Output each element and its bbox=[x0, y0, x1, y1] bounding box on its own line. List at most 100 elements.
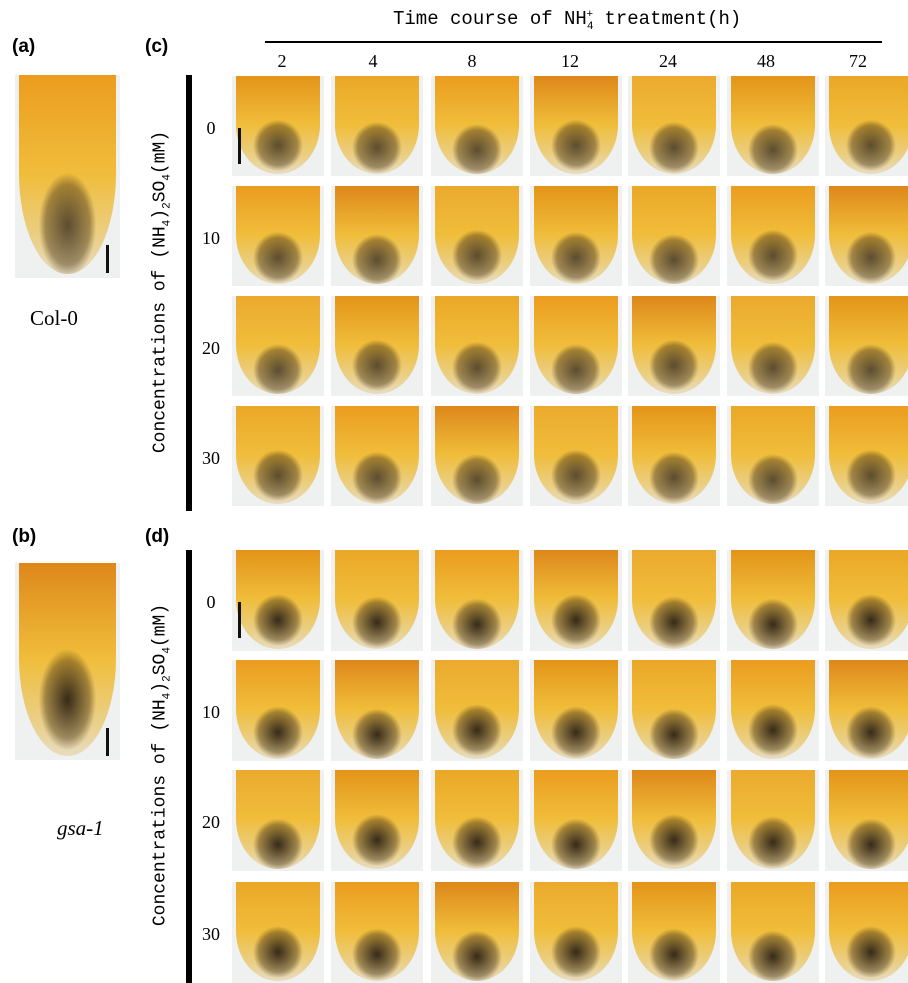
y-label: Concentrations of (NH4)2SO4(mM) bbox=[151, 131, 174, 453]
root-image bbox=[727, 186, 819, 286]
root-image bbox=[628, 882, 720, 983]
root-tip bbox=[236, 660, 321, 759]
root-image bbox=[431, 186, 523, 286]
root-tip bbox=[534, 550, 619, 649]
root-image bbox=[232, 882, 324, 983]
root-image bbox=[727, 882, 819, 983]
root-image bbox=[232, 406, 324, 506]
root-image bbox=[232, 770, 324, 871]
root-image bbox=[825, 550, 908, 651]
time-label: 8 bbox=[452, 51, 492, 72]
root-tip bbox=[731, 186, 816, 284]
root-image bbox=[431, 770, 523, 871]
root-tip bbox=[236, 76, 321, 174]
root-image bbox=[628, 660, 720, 761]
root-image bbox=[825, 770, 908, 871]
root-tip bbox=[829, 770, 908, 869]
root-image bbox=[331, 186, 423, 286]
time-label: 2 bbox=[262, 51, 302, 72]
root-image bbox=[431, 660, 523, 761]
root-image bbox=[232, 296, 324, 396]
root-tip bbox=[435, 186, 520, 284]
root-image bbox=[727, 406, 819, 506]
root-tip bbox=[236, 186, 321, 284]
text: 2 bbox=[161, 202, 173, 209]
root-tip bbox=[236, 406, 321, 504]
root-tip bbox=[236, 882, 321, 981]
text: SO bbox=[151, 654, 171, 676]
root-tip bbox=[435, 660, 520, 759]
time-label: 12 bbox=[550, 51, 590, 72]
root-tip bbox=[335, 660, 420, 759]
concentration-label: 10 bbox=[196, 228, 226, 249]
root-tip bbox=[731, 406, 816, 504]
root-image bbox=[431, 882, 523, 983]
bracket bbox=[186, 75, 192, 511]
root-tip bbox=[731, 76, 816, 174]
root-tip bbox=[435, 770, 520, 869]
root-image bbox=[530, 296, 622, 396]
root-tip bbox=[632, 550, 717, 649]
text: (mM) bbox=[151, 131, 171, 174]
root-image bbox=[232, 76, 324, 176]
root-tip bbox=[534, 882, 619, 981]
root-image bbox=[232, 186, 324, 286]
text: 4 bbox=[161, 647, 173, 654]
root-tip bbox=[829, 660, 908, 759]
root-image bbox=[530, 660, 622, 761]
root-tip bbox=[731, 660, 816, 759]
root-image bbox=[530, 770, 622, 871]
root-tip bbox=[632, 186, 717, 284]
scale-bar bbox=[238, 602, 241, 638]
bracket bbox=[186, 550, 192, 983]
text: Concentrations of (NH bbox=[151, 226, 171, 453]
root-tip bbox=[731, 882, 816, 981]
concentration-label: 20 bbox=[196, 338, 226, 359]
root-tip bbox=[236, 550, 321, 649]
root-image bbox=[530, 76, 622, 176]
root-image bbox=[825, 406, 908, 506]
root-image bbox=[825, 186, 908, 286]
root-tip bbox=[632, 406, 717, 504]
text: SO bbox=[151, 181, 171, 203]
root-tip bbox=[534, 76, 619, 174]
concentration-label: 0 bbox=[196, 592, 226, 613]
root-image bbox=[628, 406, 720, 506]
time-label: 48 bbox=[746, 51, 786, 72]
time-label: 24 bbox=[648, 51, 688, 72]
root-tip bbox=[435, 882, 520, 981]
root-tip bbox=[534, 660, 619, 759]
text: 4 bbox=[161, 174, 173, 181]
root-tip bbox=[435, 296, 520, 394]
text: 2 bbox=[161, 675, 173, 682]
root-image bbox=[628, 550, 720, 651]
figure: (a) (b) (c) (d) Col-0 gsa-1 Time course … bbox=[0, 0, 908, 983]
root-tip bbox=[335, 406, 420, 504]
root-image bbox=[431, 406, 523, 506]
time-label: 72 bbox=[838, 51, 878, 72]
root-tip bbox=[731, 770, 816, 869]
text: Concentrations of (NH bbox=[151, 699, 171, 926]
header-rule bbox=[265, 41, 882, 43]
text: Time course of NH bbox=[393, 8, 587, 30]
root-tip bbox=[335, 882, 420, 981]
root-tip bbox=[335, 186, 420, 284]
text: 4 bbox=[161, 693, 173, 700]
root-tip bbox=[534, 296, 619, 394]
root-image bbox=[431, 550, 523, 651]
root-image bbox=[232, 550, 324, 651]
caption: Col-0 bbox=[30, 306, 78, 331]
root-tip bbox=[19, 75, 116, 274]
root-image bbox=[331, 76, 423, 176]
panel-label: (b) bbox=[12, 526, 36, 548]
concentration-label: 10 bbox=[196, 702, 226, 723]
caption: gsa-1 bbox=[57, 816, 104, 841]
root-tip bbox=[534, 770, 619, 869]
root-tip bbox=[632, 770, 717, 869]
root-tip bbox=[632, 76, 717, 174]
concentration-label: 30 bbox=[196, 924, 226, 945]
root-image bbox=[530, 882, 622, 983]
panel-label: (c) bbox=[145, 36, 168, 58]
root-image bbox=[530, 186, 622, 286]
root-image bbox=[727, 770, 819, 871]
